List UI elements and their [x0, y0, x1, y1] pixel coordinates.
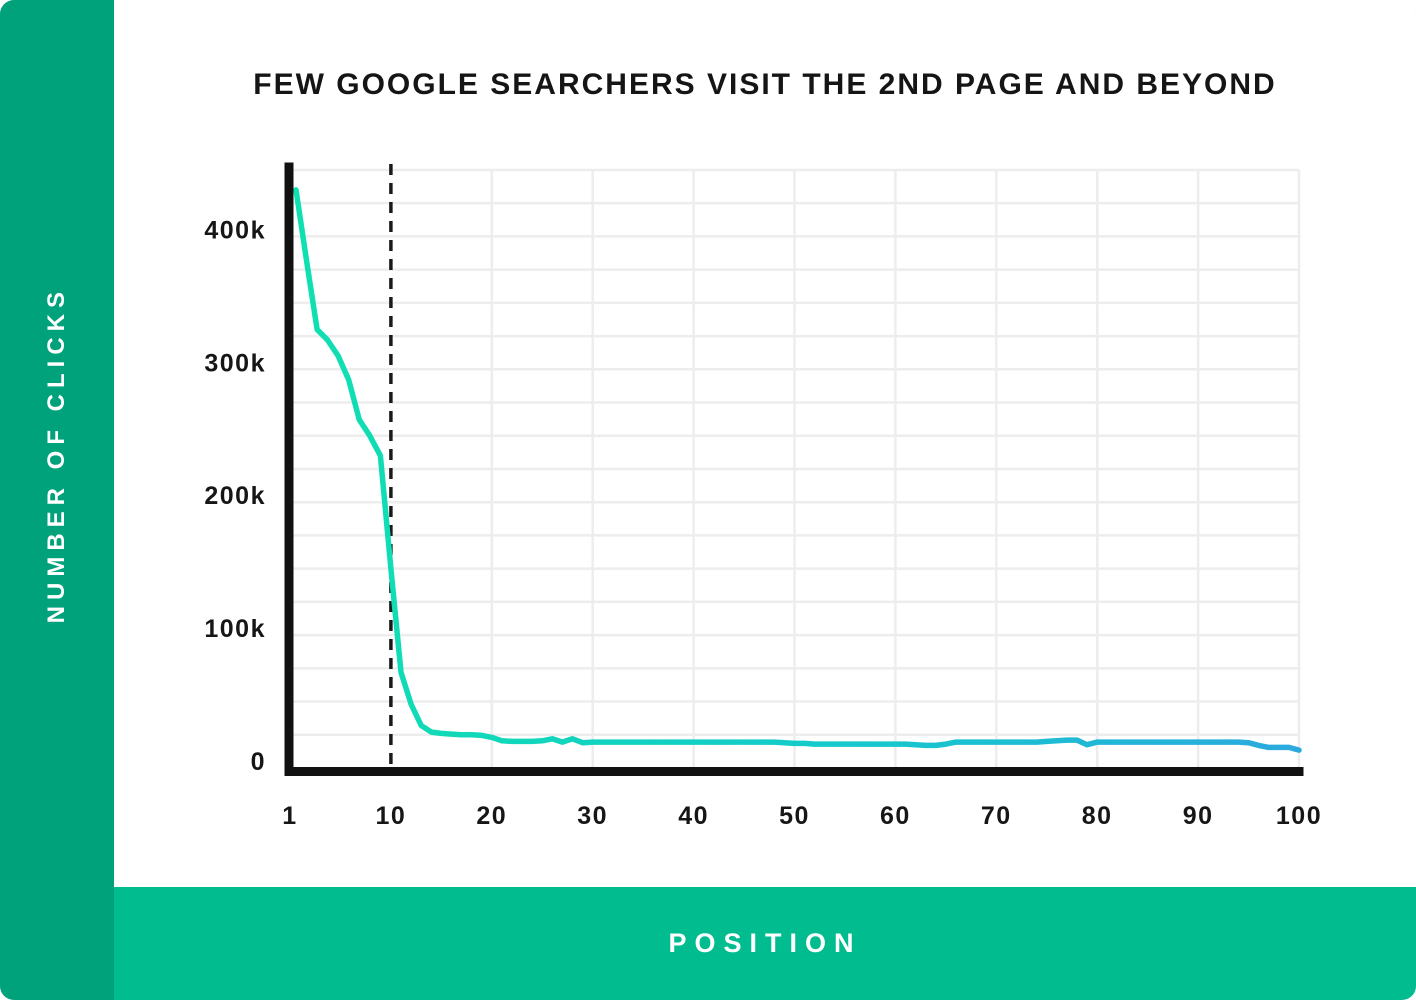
- x-tick-label: 80: [1082, 802, 1113, 830]
- chart-title: FEW GOOGLE SEARCHERS VISIT THE 2ND PAGE …: [253, 68, 1277, 101]
- x-tick-label: 70: [981, 802, 1012, 830]
- x-tick-label: 1: [282, 802, 297, 830]
- chart-card: FEW GOOGLE SEARCHERS VISIT THE 2ND PAGE …: [114, 0, 1416, 887]
- clicks-line-series: [293, 187, 1302, 753]
- y-tick-label: 0: [251, 748, 266, 776]
- x-tick-label: 100: [1276, 802, 1322, 830]
- x-axis-label-bar: POSITION: [114, 887, 1416, 1000]
- x-tick-label: 20: [476, 802, 507, 830]
- y-tick-label: 400k: [204, 216, 266, 244]
- x-tick-label: 50: [779, 802, 810, 830]
- x-tick-label: 40: [678, 802, 709, 830]
- y-tick-label: 200k: [204, 482, 266, 510]
- x-tick-label: 60: [880, 802, 911, 830]
- y-axis-label-bar: NUMBER OF CLICKS: [0, 0, 114, 1000]
- line-chart-plot: 0 100k 200k 300k 400k 1 10 20 30 40 50 60 70 80 90 100: [204, 162, 1322, 830]
- x-tick-label: 30: [577, 802, 608, 830]
- y-tick-label: 100k: [204, 615, 266, 643]
- y-tick-label: 300k: [204, 349, 266, 377]
- y-axis-label: NUMBER OF CLICKS: [43, 286, 70, 624]
- x-tick-label: 90: [1183, 802, 1214, 830]
- x-tick-label: 10: [375, 802, 406, 830]
- x-axis-label: POSITION: [668, 928, 862, 958]
